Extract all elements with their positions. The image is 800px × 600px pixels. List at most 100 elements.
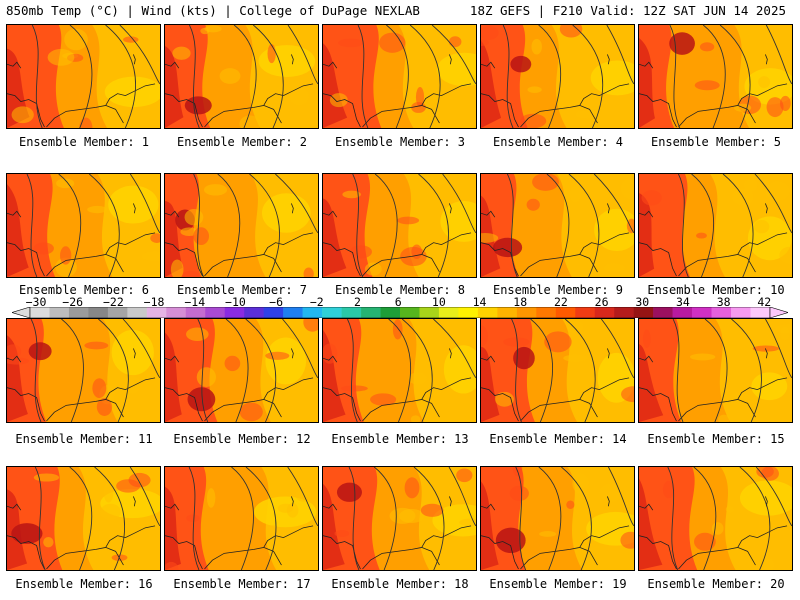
- ensemble-member-map[interactable]: [638, 173, 793, 278]
- colorbar-swatch: [302, 307, 323, 318]
- field-blotch: [620, 177, 634, 200]
- ensemble-member-map[interactable]: [164, 466, 319, 571]
- colorbar-tick-label: −30: [25, 295, 47, 309]
- field-blotch: [420, 503, 444, 517]
- field-blotch: [338, 38, 364, 48]
- contour-lines: [506, 174, 634, 277]
- field-blotch: [780, 95, 791, 111]
- field-blotch: [289, 87, 309, 105]
- ensemble-member-caption: Ensemble Member: 12: [173, 432, 311, 446]
- contour-lines: [26, 174, 160, 277]
- field-blotch: [621, 386, 634, 403]
- ensemble-member-map[interactable]: [638, 24, 793, 129]
- field-blotch: [699, 42, 715, 52]
- field-blotch: [519, 113, 547, 128]
- contour-lines: [352, 174, 476, 277]
- contour-lines: [189, 25, 318, 128]
- field-blotch: [566, 500, 575, 510]
- contour-lines: [346, 319, 476, 422]
- ensemble-member-map[interactable]: [322, 24, 477, 129]
- ensemble-member-map[interactable]: [6, 318, 161, 423]
- field-blotch: [11, 106, 34, 124]
- field-blotch: [239, 402, 263, 422]
- field-blotch: [100, 503, 121, 520]
- colorbar-swatch: [30, 307, 50, 318]
- colorbar-swatch: [88, 307, 109, 318]
- field-blotch: [92, 378, 107, 399]
- ensemble-member-map[interactable]: [480, 466, 635, 571]
- ensemble-member-map[interactable]: [322, 318, 477, 423]
- hottest-core: [493, 237, 523, 258]
- field-blotch: [389, 507, 416, 524]
- coastlines: [639, 54, 788, 128]
- hotter-core: [165, 45, 184, 128]
- colorbar-swatch: [438, 307, 459, 318]
- field-blotch: [481, 38, 489, 47]
- colorbar-swatch: [283, 307, 303, 318]
- ensemble-member-map[interactable]: [638, 318, 793, 423]
- ensemble-member-map[interactable]: [638, 466, 793, 571]
- ensemble-member-caption: Ensemble Member: 16: [15, 577, 153, 591]
- field-blotch: [509, 485, 529, 501]
- field-blotch: [544, 331, 572, 353]
- field-blotch: [303, 267, 314, 277]
- ensemble-member-map[interactable]: [164, 173, 319, 278]
- colorbar-swatch: [458, 307, 479, 318]
- hotter-core: [481, 346, 500, 422]
- ensemble-member-caption: Ensemble Member: 13: [331, 432, 469, 446]
- coastlines: [7, 348, 156, 422]
- field-blotch: [64, 28, 88, 51]
- ensemble-member-map[interactable]: [6, 173, 161, 278]
- ensemble-member-map[interactable]: [6, 466, 161, 571]
- field-blotch: [603, 263, 625, 272]
- hottest-core: [28, 342, 52, 361]
- ensemble-member-map[interactable]: [6, 24, 161, 129]
- field-blotch: [694, 532, 716, 551]
- ensemble-member-caption: Ensemble Member: 14: [489, 432, 627, 446]
- colorbar-tick-label: 14: [472, 295, 487, 309]
- field-blotch: [780, 326, 790, 341]
- colorbar-tick-label: −14: [184, 295, 206, 309]
- warm-pocket: [432, 504, 476, 537]
- field-blotch: [265, 351, 290, 360]
- field-blotch: [641, 190, 662, 206]
- field-blotch: [206, 488, 216, 508]
- field-blotch: [219, 68, 241, 84]
- field-blotch: [96, 398, 113, 416]
- ensemble-member-map[interactable]: [164, 24, 319, 129]
- contour-lines: [678, 174, 792, 277]
- field-blotch: [323, 343, 338, 364]
- field-blotch: [448, 36, 462, 48]
- field-blotch: [404, 477, 420, 499]
- colorbar-swatch: [653, 307, 673, 318]
- hottest-core: [513, 346, 535, 370]
- colorbar-tick-label: 22: [553, 295, 568, 309]
- ensemble-member-map[interactable]: [322, 173, 477, 278]
- field-blotch: [334, 529, 350, 538]
- field-blotch: [200, 27, 210, 35]
- colorbar-swatch: [263, 307, 284, 318]
- field-blotch: [752, 345, 780, 352]
- contour-lines: [31, 25, 160, 128]
- field-blotch: [165, 561, 179, 570]
- field-blotch: [539, 531, 557, 537]
- field-blotch: [694, 80, 720, 91]
- ensemble-member-map[interactable]: [480, 318, 635, 423]
- ensemble-member-caption: Ensemble Member: 1: [18, 135, 150, 149]
- field-blotch: [766, 97, 784, 118]
- field-blotch: [408, 372, 427, 385]
- field-blotch: [349, 245, 372, 259]
- colorbar-tick-label: 30: [635, 295, 650, 309]
- warm-pocket: [258, 45, 316, 78]
- colorbar-swatch: [711, 307, 732, 318]
- ensemble-member-map[interactable]: [164, 318, 319, 423]
- colorbar-swatch: [205, 307, 226, 318]
- field-blotch: [172, 46, 191, 60]
- ensemble-member-map[interactable]: [322, 466, 477, 571]
- colorbar-swatch: [536, 307, 557, 318]
- ensemble-member-map[interactable]: [480, 173, 635, 278]
- field-blotch: [531, 38, 542, 55]
- field-blotch: [503, 337, 530, 347]
- colorbar-swatch: [731, 307, 751, 318]
- ensemble-member-map[interactable]: [480, 24, 635, 129]
